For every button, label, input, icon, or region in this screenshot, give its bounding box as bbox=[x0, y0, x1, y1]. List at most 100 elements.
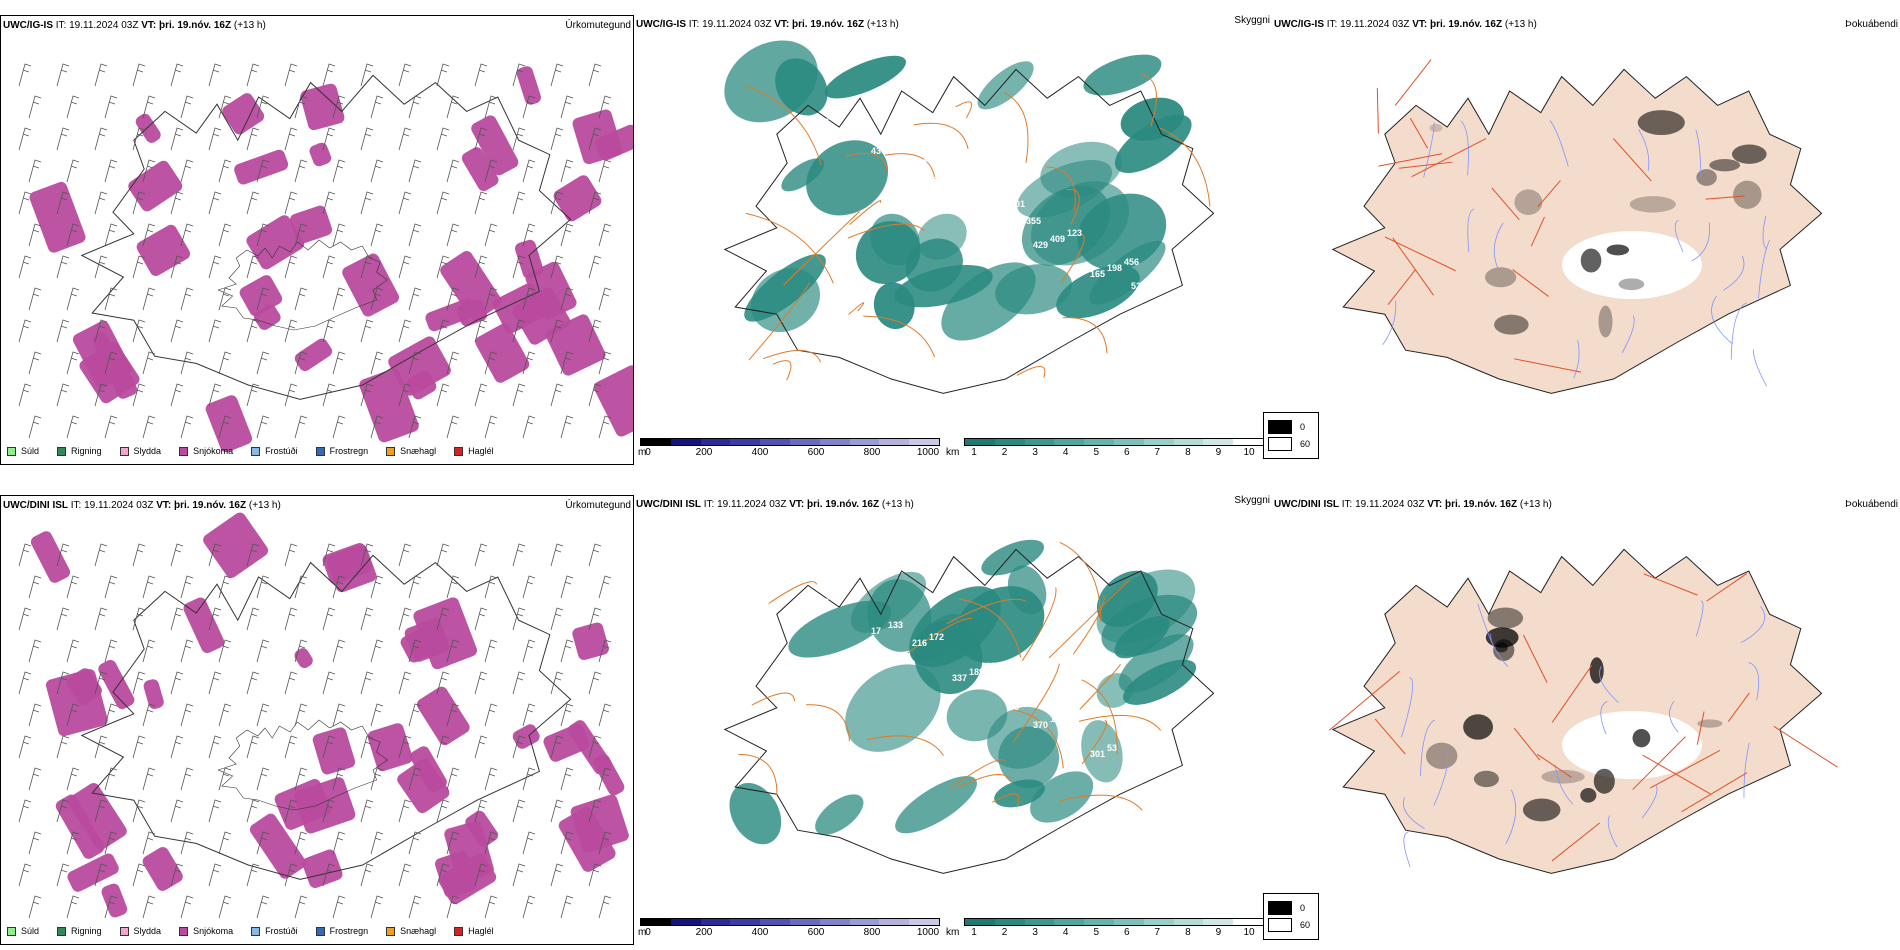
low-visibility-area bbox=[1083, 54, 1162, 96]
wind-barb bbox=[522, 223, 536, 247]
wind-barb bbox=[512, 255, 526, 279]
fog-areas bbox=[1429, 110, 1767, 338]
colorbar-segment bbox=[879, 439, 910, 445]
low-visibility-area bbox=[1114, 114, 1192, 174]
wind-barb bbox=[170, 671, 184, 695]
rivers bbox=[1382, 120, 1770, 387]
wind-barb bbox=[218, 831, 232, 855]
panel-type-label: Úrkomutegund bbox=[565, 20, 631, 31]
wind-barb bbox=[94, 319, 108, 343]
panel-type-label: Skyggni bbox=[1234, 495, 1270, 506]
road bbox=[1551, 822, 1601, 862]
river bbox=[1752, 349, 1768, 387]
wind-barb bbox=[142, 575, 156, 599]
wind-barb bbox=[598, 351, 612, 375]
low-visibility-area bbox=[775, 58, 828, 116]
colorbar-tick: 7 bbox=[1154, 447, 1161, 458]
colorbar-segment bbox=[909, 439, 939, 445]
low-visibility-area bbox=[981, 539, 1045, 576]
wind-barb bbox=[560, 895, 574, 919]
fog-legend-row0: 0 60 bbox=[1263, 412, 1319, 459]
river bbox=[1573, 340, 1580, 379]
wind-barb bbox=[522, 639, 536, 663]
wind-barb bbox=[322, 799, 336, 823]
wind-barb bbox=[218, 95, 232, 119]
low-visibility-area bbox=[941, 262, 1036, 341]
wind-barb bbox=[170, 255, 184, 279]
snow-patch bbox=[55, 794, 105, 859]
precip-type-panel-row1: UWC/DINI ISL IT: 19.11.2024 03Z VT: þri.… bbox=[0, 495, 634, 945]
colorbar-segment bbox=[965, 919, 995, 925]
road bbox=[1411, 138, 1487, 178]
wind-barb bbox=[408, 415, 422, 439]
cloud-base-value: 670 bbox=[912, 158, 927, 168]
wind-barb bbox=[588, 671, 602, 695]
wind-barb bbox=[246, 127, 260, 151]
low-visibility-area bbox=[867, 579, 932, 652]
cloud-base-value: 528 bbox=[1131, 281, 1146, 291]
low-visibility-area bbox=[729, 782, 782, 845]
wind-barb bbox=[512, 671, 526, 695]
legend-label: Haglél bbox=[468, 446, 494, 456]
wind-barb bbox=[484, 639, 498, 663]
precip-type-panel-row0: UWC/IG-IS IT: 19.11.2024 03Z VT: þri. 19… bbox=[0, 15, 634, 465]
wind-barb bbox=[512, 191, 526, 215]
cloud-base-value: 208 bbox=[1067, 708, 1082, 718]
wind-barb bbox=[598, 287, 612, 311]
wind-barb bbox=[66, 159, 80, 183]
wind-barb bbox=[56, 799, 70, 823]
wind-barb bbox=[446, 703, 460, 727]
low-visibility-area bbox=[845, 664, 941, 752]
snow-patch bbox=[203, 512, 269, 578]
wind-barb bbox=[66, 639, 80, 663]
legend-swatch bbox=[315, 926, 325, 936]
wind-barb bbox=[18, 671, 32, 695]
wind-barb bbox=[332, 767, 346, 791]
wind-barb bbox=[370, 351, 384, 375]
wind-barb bbox=[256, 575, 270, 599]
wind-barb bbox=[56, 543, 70, 567]
road bbox=[1072, 595, 1105, 655]
wind-barb bbox=[66, 767, 80, 791]
wind-barb bbox=[18, 799, 32, 823]
wind-barb bbox=[284, 543, 298, 567]
wind-barb bbox=[28, 575, 42, 599]
colorbar-segment bbox=[670, 919, 701, 925]
wind-barb bbox=[246, 543, 260, 567]
cloud-base-value: 554 bbox=[1009, 222, 1024, 232]
snow-patch bbox=[440, 251, 502, 321]
wind-barb bbox=[218, 159, 232, 183]
wind-barb bbox=[104, 767, 118, 791]
wind-barb bbox=[246, 383, 260, 407]
wind-barb bbox=[560, 351, 574, 375]
road bbox=[1551, 664, 1593, 723]
wind-barb bbox=[370, 415, 384, 439]
wind-barb bbox=[588, 735, 602, 759]
wind-barb bbox=[550, 543, 564, 567]
wind-barb bbox=[66, 415, 80, 439]
wind-barb bbox=[484, 415, 498, 439]
colorbar-segment bbox=[1203, 919, 1234, 925]
wind-barb bbox=[522, 703, 536, 727]
wind-barb bbox=[142, 287, 156, 311]
wind-barb bbox=[560, 159, 574, 183]
road bbox=[1392, 237, 1434, 296]
colorbar-tick: 5 bbox=[1093, 447, 1099, 458]
wind-barb bbox=[588, 319, 602, 343]
wind-barb bbox=[142, 351, 156, 375]
wind-barb bbox=[294, 703, 308, 727]
colorbar-tick: 2 bbox=[1001, 447, 1008, 458]
wind-barb bbox=[104, 831, 118, 855]
legend-swatch bbox=[454, 926, 464, 936]
colorbar-segment bbox=[641, 439, 671, 445]
wind-barb bbox=[66, 575, 80, 599]
river bbox=[1695, 600, 1704, 637]
road bbox=[772, 360, 792, 381]
colorbar-segment bbox=[1113, 919, 1144, 925]
wind-barb bbox=[170, 863, 184, 887]
river bbox=[1467, 208, 1475, 252]
river bbox=[1549, 120, 1569, 167]
wind-barb bbox=[56, 255, 70, 279]
snow-patch bbox=[30, 531, 71, 583]
snow-patch bbox=[302, 849, 343, 888]
